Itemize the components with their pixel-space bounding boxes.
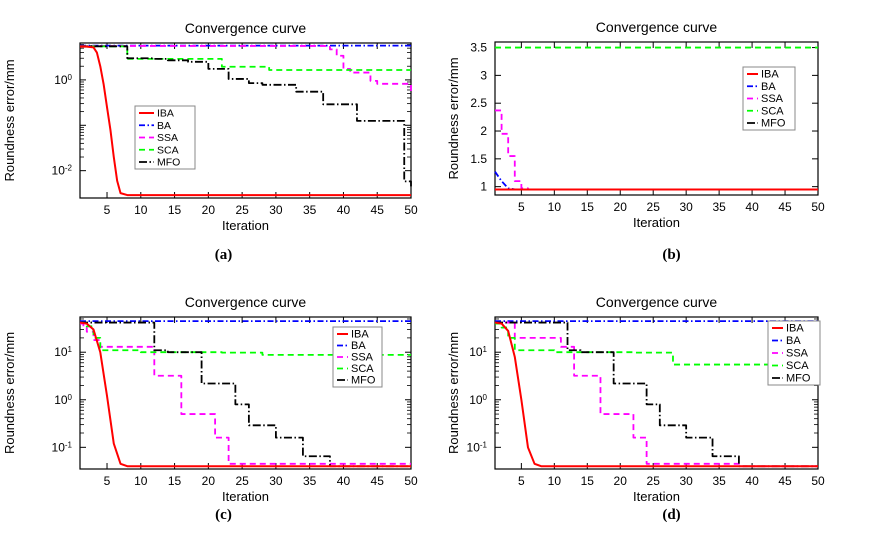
svg-text:20: 20 [614,200,628,214]
svg-text:10: 10 [134,474,148,488]
svg-text:2: 2 [480,124,487,138]
svg-text:50: 50 [811,474,825,488]
svg-text:Roundness error/mm: Roundness error/mm [2,59,17,181]
svg-text:100: 100 [469,393,487,407]
svg-text:40: 40 [745,200,759,214]
svg-text:BA: BA [761,81,776,93]
svg-text:BA: BA [157,120,171,132]
svg-text:40: 40 [337,474,351,488]
svg-text:10: 10 [548,200,562,214]
svg-text:5: 5 [104,474,111,488]
svg-text:5: 5 [104,203,111,217]
svg-text:35: 35 [712,474,726,488]
svg-text:35: 35 [712,200,726,214]
svg-text:101: 101 [469,345,487,359]
svg-text:50: 50 [404,474,418,488]
svg-text:1.5: 1.5 [470,152,487,166]
svg-text:IBA: IBA [786,323,804,335]
svg-text:MFO: MFO [157,157,180,169]
svg-text:45: 45 [778,200,792,214]
svg-text:SSA: SSA [786,348,809,360]
svg-text:10-2: 10-2 [52,164,73,178]
svg-text:30: 30 [679,474,693,488]
svg-text:Convergence curve: Convergence curve [596,19,718,35]
svg-text:IBA: IBA [761,69,779,81]
svg-text:101: 101 [54,345,72,359]
svg-text:40: 40 [745,474,759,488]
svg-text:3.5: 3.5 [470,41,487,55]
svg-text:50: 50 [404,203,418,217]
svg-text:MFO: MFO [786,373,811,385]
svg-text:Convergence curve: Convergence curve [185,20,307,36]
svg-text:50: 50 [811,200,825,214]
svg-text:Iteration: Iteration [222,218,269,233]
svg-text:3: 3 [480,68,487,82]
svg-text:30: 30 [269,203,283,217]
svg-text:10: 10 [134,203,148,217]
svg-text:100: 100 [54,73,72,87]
svg-text:15: 15 [581,474,595,488]
svg-text:30: 30 [269,474,283,488]
svg-text:15: 15 [168,474,182,488]
svg-text:30: 30 [679,200,693,214]
svg-text:Convergence curve: Convergence curve [185,294,307,310]
svg-text:MFO: MFO [351,375,376,387]
svg-text:25: 25 [647,474,661,488]
svg-text:40: 40 [337,203,351,217]
svg-text:IBA: IBA [157,108,174,120]
svg-text:MFO: MFO [761,118,786,130]
svg-text:IBA: IBA [351,329,369,341]
svg-text:35: 35 [303,203,317,217]
svg-text:20: 20 [614,474,628,488]
svg-text:Roundness error/mm: Roundness error/mm [448,57,461,179]
svg-text:BA: BA [786,335,801,347]
svg-text:20: 20 [202,203,216,217]
svg-text:45: 45 [371,203,385,217]
svg-text:10-1: 10-1 [52,440,73,454]
svg-text:Iteration: Iteration [633,489,680,504]
svg-text:35: 35 [303,474,317,488]
svg-text:45: 45 [778,474,792,488]
svg-text:BA: BA [351,340,366,352]
svg-text:2.5: 2.5 [470,96,487,110]
svg-text:SSA: SSA [351,352,374,364]
svg-text:15: 15 [168,203,182,217]
svg-text:20: 20 [202,474,216,488]
svg-text:25: 25 [235,474,249,488]
svg-text:Iteration: Iteration [633,215,680,230]
svg-text:Roundness error/mm: Roundness error/mm [448,332,461,454]
svg-text:Convergence curve: Convergence curve [596,294,718,310]
svg-text:Roundness error/mm: Roundness error/mm [2,332,17,454]
svg-text:15: 15 [581,200,595,214]
svg-text:10-1: 10-1 [467,440,488,454]
svg-text:SSA: SSA [761,93,784,105]
svg-text:SCA: SCA [786,360,809,372]
svg-text:1: 1 [480,180,487,194]
svg-text:45: 45 [371,474,385,488]
svg-text:100: 100 [54,393,72,407]
svg-text:SCA: SCA [351,363,374,375]
svg-text:SCA: SCA [761,105,784,117]
svg-text:SCA: SCA [157,144,179,156]
svg-text:10: 10 [548,474,562,488]
svg-text:Iteration: Iteration [222,489,269,504]
svg-text:5: 5 [518,200,525,214]
svg-text:5: 5 [518,474,525,488]
svg-text:25: 25 [235,203,249,217]
svg-text:25: 25 [647,200,661,214]
svg-text:SSA: SSA [157,132,178,144]
